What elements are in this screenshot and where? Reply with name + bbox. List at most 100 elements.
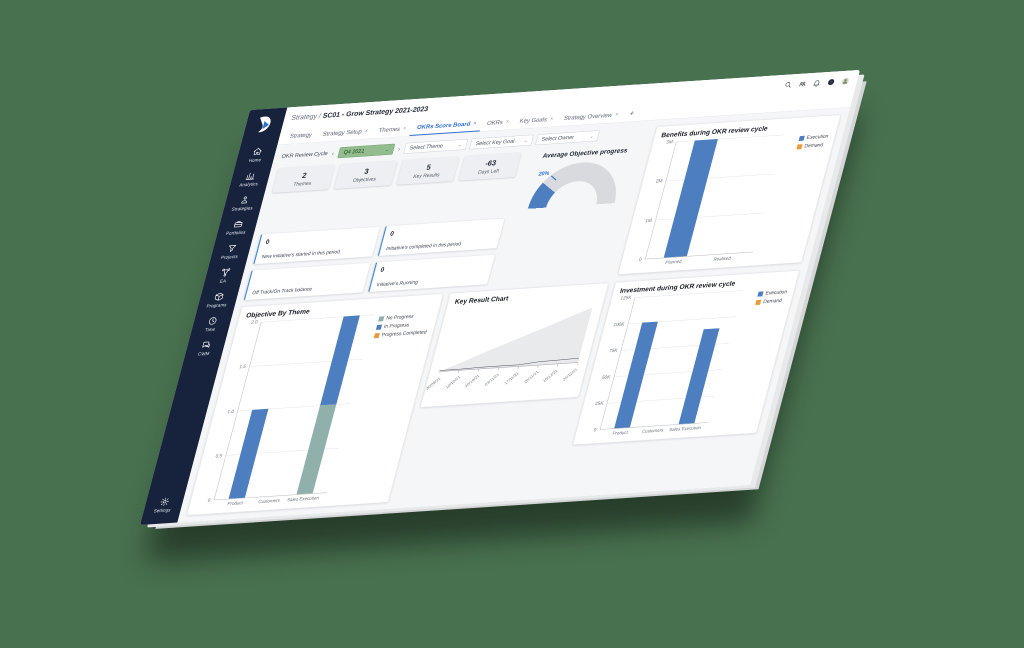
sidebar-item-strategies[interactable]: Strategies	[231, 194, 256, 211]
legend-label: Demand	[762, 297, 783, 305]
breadcrumb-prefix[interactable]: Strategy /	[290, 111, 323, 122]
tilted-screen-mockup: Home Analytics Strategies Portfolios Pro…	[140, 69, 860, 526]
analytics-icon	[246, 172, 255, 180]
legend-swatch	[373, 332, 380, 339]
legend-item: No Progress	[378, 313, 432, 322]
legend-item: Demand	[796, 142, 826, 150]
tab-label: Themes	[377, 125, 402, 134]
legend-item: In Progress	[375, 321, 430, 330]
x-axis-label: 10/10/21	[444, 374, 461, 390]
chevron-down-icon: ⌄	[457, 141, 463, 148]
cwm-icon	[202, 341, 210, 348]
legend-swatch	[798, 135, 805, 141]
y-axis-tick: 100K	[612, 321, 626, 328]
sidebar-item-programs[interactable]: Programs	[206, 291, 230, 308]
close-icon[interactable]: ×	[549, 115, 555, 122]
card-value: 0	[389, 229, 395, 238]
card-initiatives-running[interactable]: 0 Initiative's Running	[368, 254, 495, 293]
avatar[interactable]	[840, 77, 850, 85]
card-label: New initiative's started in this period	[261, 249, 341, 260]
y-axis-tick: 1M	[644, 217, 653, 224]
sidebar-item-time[interactable]: Time	[205, 316, 219, 332]
card-value: 0	[379, 265, 386, 274]
sidebar-item-settings[interactable]: Settings	[153, 496, 174, 513]
dashboard-content: OKR Review Cycle ‹ Q4 2021 ⌄ › Select Th…	[177, 107, 851, 523]
people-icon[interactable]	[798, 80, 808, 88]
sidebar-item-label: CWM	[197, 350, 211, 357]
key-goal-select[interactable]: Select Key Goal ⌄	[469, 134, 535, 150]
chevron-down-icon: ⌄	[384, 146, 390, 152]
add-tab-button[interactable]: +	[628, 109, 636, 118]
legend-swatch	[796, 143, 803, 150]
owner-select[interactable]: Select Owner ⌄	[535, 130, 600, 146]
legend-label: Execution	[764, 289, 788, 297]
ea-icon	[222, 268, 231, 277]
gauge-value-label: 20%	[537, 170, 551, 178]
y-axis-tick: 0	[592, 427, 598, 433]
theme-select[interactable]: Select Theme ⌄	[403, 138, 469, 154]
chevron-down-icon: ⌄	[523, 137, 529, 143]
chevron-right-icon[interactable]: ›	[397, 144, 402, 153]
legend-swatch	[757, 291, 764, 297]
tab-strategy[interactable]: Strategy	[282, 126, 319, 144]
key-result-chart-card: Key Result Chart 30/09/21 10/10/21 20/10/2…	[420, 282, 609, 408]
close-icon[interactable]: ×	[364, 127, 369, 134]
chevron-left-icon[interactable]: ‹	[331, 149, 336, 157]
card-new-initiatives[interactable]: 0 New initiative's started in this perio…	[253, 226, 381, 265]
sidebar-item-home[interactable]: Home	[248, 146, 264, 163]
legend-label: In Progress	[383, 322, 410, 330]
tab-okrs[interactable]: OKRs ×	[480, 113, 517, 131]
stat-key-results[interactable]: 5 Key Results	[396, 156, 460, 185]
objective-progress-gauge: Average Objective progress 20%	[512, 144, 646, 212]
stat-themes[interactable]: 2 Themes	[271, 164, 336, 194]
close-icon[interactable]: ×	[505, 118, 510, 125]
card-value: 0	[264, 237, 271, 246]
investment-chart: 125K 100K 75K 50K 25K 0 Product Customers Sales …	[581, 287, 789, 439]
sidebar-item-cwm[interactable]: CWM	[197, 340, 213, 357]
notifications-bell-icon[interactable]	[812, 79, 822, 87]
app-logo-icon[interactable]	[251, 113, 278, 136]
y-axis-tick: 1.5	[238, 364, 247, 370]
stat-days-left[interactable]: -63 Days Left	[458, 152, 522, 181]
review-cycle-value: Q4 2021	[342, 148, 366, 156]
x-axis-label: 30/09/21	[425, 376, 442, 391]
sidebar-item-label: Projects	[220, 253, 239, 260]
owner-select-value: Select Owner	[540, 134, 575, 143]
y-axis-tick: 50K	[601, 374, 612, 381]
sidebar-item-projects[interactable]: Projects	[220, 243, 241, 260]
card-completed-initiatives[interactable]: 0 Initiative's completed in this period	[377, 218, 505, 257]
legend-label: Progress Completed	[380, 329, 428, 338]
legend-swatch	[375, 324, 383, 330]
benefits-chart: 3M 2M 1M 0 Planned Realised Execution Demand	[626, 132, 830, 269]
y-axis-tick: 75K	[608, 347, 619, 354]
y-axis-tick: 2.0	[250, 319, 259, 326]
sidebar-item-ea[interactable]: EA	[218, 267, 232, 284]
legend-label: No Progress	[385, 313, 415, 322]
tab-label: Strategy	[289, 130, 313, 140]
y-axis-tick: 1.0	[226, 408, 235, 415]
strategies-icon	[241, 196, 247, 204]
card-label: Off Track/On Track balance	[251, 286, 313, 296]
svg-text:?: ?	[829, 80, 833, 84]
close-icon[interactable]: ×	[614, 111, 620, 118]
search-icon[interactable]	[783, 81, 793, 89]
tab-label: Strategy Setup	[321, 127, 363, 138]
close-icon[interactable]: ×	[472, 120, 478, 127]
top-bar: Strategy / SC01 - Grow Strategy 2021-202…	[281, 69, 860, 129]
help-icon[interactable]: ?	[826, 78, 836, 86]
stat-objectives[interactable]: 3 Objectives	[334, 160, 398, 189]
legend-item: Execution	[757, 289, 788, 297]
close-icon[interactable]: ×	[402, 125, 408, 132]
y-axis-tick: 0	[206, 497, 212, 504]
review-cycle-select[interactable]: Q4 2021 ⌄	[337, 143, 396, 159]
card-track-balance[interactable]: Off Track/On Track balance	[243, 262, 371, 301]
sidebar-item-label: Strategies	[231, 205, 254, 212]
sidebar-item-label: Portfolios	[225, 229, 247, 236]
breadcrumb: Strategy / SC01 - Grow Strategy 2021-202…	[290, 105, 429, 122]
sidebar-item-analytics[interactable]: Analytics	[239, 170, 262, 187]
y-axis-tick: 125K	[619, 294, 633, 302]
tab-label: OKRs	[486, 118, 504, 127]
investment-chart-card: Investment during OKR review cycle 125K 1…	[572, 270, 800, 446]
key-result-plot	[439, 307, 593, 374]
sidebar-item-portfolios[interactable]: Portfolios	[226, 219, 250, 236]
